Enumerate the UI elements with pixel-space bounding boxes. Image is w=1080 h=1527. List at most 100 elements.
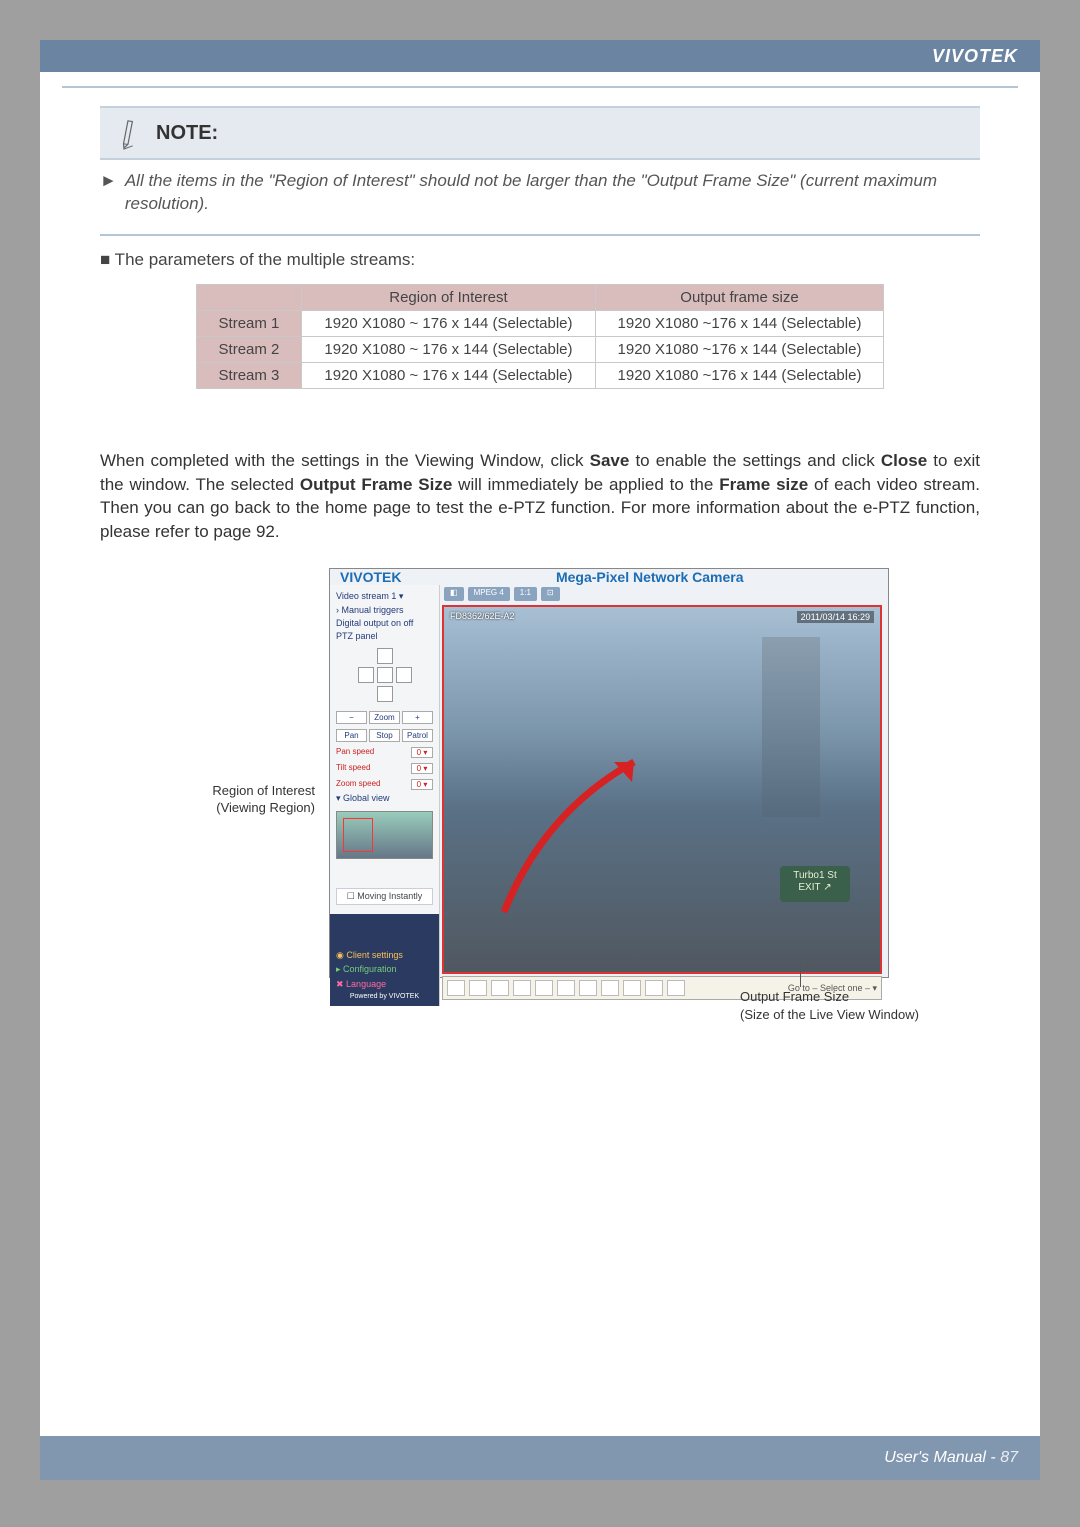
brand-text: VIVOTEK — [932, 46, 1018, 66]
powered-by: Powered by VIVOTEK — [336, 991, 433, 1002]
note-body: All the items in the "Region of Interest… — [125, 170, 980, 216]
brand-stripe: VIVOTEK — [40, 40, 1040, 72]
toolbar-fullscreen-button[interactable] — [623, 980, 641, 996]
camera-ui-screenshot: VIVOTEK Mega-Pixel Network Camera Video … — [329, 568, 889, 978]
tab-button[interactable]: ⊡ — [541, 587, 560, 601]
toolbar-settings-button[interactable] — [667, 980, 685, 996]
row-name: Stream 3 — [196, 362, 302, 388]
body-paragraph: When completed with the settings in the … — [100, 449, 980, 544]
live-view[interactable]: FD8362/62E-A2 2011/03/14 16:29 Turbo1 St… — [442, 605, 882, 974]
shot-main: ◧ MPEG 4 1:1 ⊡ FD8362/62E-A2 2011/03/14 … — [440, 585, 888, 1006]
ptz-left-button[interactable] — [358, 667, 374, 683]
client-settings-link[interactable]: ◉ Client settings — [336, 948, 433, 962]
ptz-home-button[interactable] — [377, 667, 393, 683]
pencil-icon — [110, 114, 145, 151]
page: VIVOTEK NOTE: ► All the items in the "Re… — [40, 40, 1040, 1480]
tab-button[interactable]: 1:1 — [514, 587, 537, 601]
moving-instantly-checkbox[interactable]: ☐ Moving Instantly — [336, 888, 433, 905]
zoom-label: Zoom — [369, 711, 400, 724]
annotation-connector — [800, 963, 801, 987]
ptz-down-button[interactable] — [377, 686, 393, 702]
toolbar-volume-button[interactable] — [557, 980, 575, 996]
shot-title: Mega-Pixel Network Camera — [421, 569, 878, 585]
tilt-speed-select[interactable]: 0 ▾ — [411, 763, 433, 774]
ptz-right-button[interactable] — [396, 667, 412, 683]
cell-roi: 1920 X1080 ~ 176 x 144 (Selectable) — [302, 336, 595, 362]
video-stream-select[interactable]: Video stream 1 ▾ — [336, 591, 433, 602]
cell-roi: 1920 X1080 ~ 176 x 144 (Selectable) — [302, 362, 595, 388]
ptz-panel-label: PTZ panel — [336, 631, 433, 641]
table-row: Stream 1 1920 X1080 ~ 176 x 144 (Selecta… — [196, 310, 884, 336]
roi-label-1: Region of Interest — [212, 783, 315, 798]
manual-triggers-link[interactable]: › Manual triggers — [336, 605, 433, 615]
cell-roi: 1920 X1080 ~ 176 x 144 (Selectable) — [302, 310, 595, 336]
video-building-shape — [762, 637, 820, 817]
tab-button[interactable]: MPEG 4 — [468, 587, 510, 601]
col-output: Output frame size — [595, 284, 884, 310]
note-text: ► All the items in the "Region of Intere… — [100, 170, 980, 216]
roi-marker[interactable] — [343, 818, 373, 852]
pan-button[interactable]: Pan — [336, 729, 367, 742]
content: NOTE: ► All the items in the "Region of … — [40, 88, 1040, 978]
shot-sidebar: Video stream 1 ▾ › Manual triggers Digit… — [330, 585, 440, 1006]
bold-fs: Frame size — [719, 475, 808, 494]
table-header-row: Region of Interest Output frame size — [196, 284, 884, 310]
cell-out: 1920 X1080 ~176 x 144 (Selectable) — [595, 362, 884, 388]
toolbar-mute-button[interactable] — [579, 980, 597, 996]
timestamp-overlay: 2011/03/14 16:29 — [797, 611, 874, 623]
screenshot-wrap: Region of Interest (Viewing Region) VIVO… — [100, 568, 980, 978]
shot-header: VIVOTEK Mega-Pixel Network Camera — [330, 569, 888, 585]
para-seg: to enable the settings and click — [629, 451, 881, 470]
row-name: Stream 1 — [196, 310, 302, 336]
roi-annotation: Region of Interest (Viewing Region) — [191, 568, 321, 817]
global-view-toggle[interactable]: ▾ Global view — [336, 793, 433, 804]
ptz-dpad — [358, 648, 412, 702]
patrol-button[interactable]: Patrol — [402, 729, 433, 742]
zoom-in-button[interactable]: + — [402, 711, 433, 724]
zoom-speed-label: Zoom speed — [336, 779, 380, 790]
para-seg: will immediately be applied to the — [452, 475, 719, 494]
cell-out: 1920 X1080 ~176 x 144 (Selectable) — [595, 310, 884, 336]
ptz-up-button[interactable] — [377, 648, 393, 664]
stop-button[interactable]: Stop — [369, 729, 400, 742]
footer-text: User's Manual - 87 — [884, 1449, 1018, 1467]
output-frame-annotation: Output Frame Size (Size of the Live View… — [740, 988, 919, 1023]
page-footer: User's Manual - 87 — [40, 1436, 1040, 1480]
shot-body: Video stream 1 ▾ › Manual triggers Digit… — [330, 585, 888, 1006]
streams-table: Region of Interest Output frame size Str… — [196, 284, 885, 389]
table-row: Stream 2 1920 X1080 ~ 176 x 144 (Selecta… — [196, 336, 884, 362]
out-label-1: Output Frame Size — [740, 989, 849, 1004]
note-box: NOTE: — [100, 106, 980, 160]
toolbar-snapshot-button[interactable] — [447, 980, 465, 996]
language-link[interactable]: ✖ Language — [336, 977, 433, 991]
row-name: Stream 2 — [196, 336, 302, 362]
mid-separator — [100, 234, 980, 236]
note-arrow-icon: ► — [100, 170, 117, 216]
pan-speed-label: Pan speed — [336, 747, 374, 758]
pan-speed-select[interactable]: 0 ▾ — [411, 747, 433, 758]
configuration-link[interactable]: ▸ Configuration — [336, 962, 433, 976]
shot-tabs: ◧ MPEG 4 1:1 ⊡ — [440, 585, 888, 603]
table-corner — [196, 284, 302, 310]
toolbar-save-button[interactable] — [645, 980, 663, 996]
global-view-thumbnail[interactable] — [336, 811, 433, 859]
roi-label-2: (Viewing Region) — [216, 800, 315, 815]
bold-close: Close — [881, 451, 927, 470]
video-road-sign: Turbo1 StEXIT ↗ — [780, 866, 850, 902]
toolbar-record-button[interactable] — [535, 980, 553, 996]
col-roi: Region of Interest — [302, 284, 595, 310]
tilt-speed-label: Tilt speed — [336, 763, 370, 774]
tab-button[interactable]: ◧ — [444, 587, 464, 601]
zoom-out-button[interactable]: − — [336, 711, 367, 724]
note-title: NOTE: — [156, 122, 218, 145]
toolbar-stop-button[interactable] — [513, 980, 531, 996]
para-seg: When completed with the settings in the … — [100, 451, 590, 470]
out-label-2: (Size of the Live View Window) — [740, 1007, 919, 1022]
bold-ofs: Output Frame Size — [300, 475, 452, 494]
digital-output-toggle[interactable]: Digital output on off — [336, 618, 433, 628]
toolbar-pause-button[interactable] — [491, 980, 509, 996]
toolbar-mic-button[interactable] — [601, 980, 619, 996]
zoom-speed-select[interactable]: 0 ▾ — [411, 779, 433, 790]
model-overlay: FD8362/62E-A2 — [450, 611, 515, 621]
toolbar-zoom-button[interactable] — [469, 980, 487, 996]
